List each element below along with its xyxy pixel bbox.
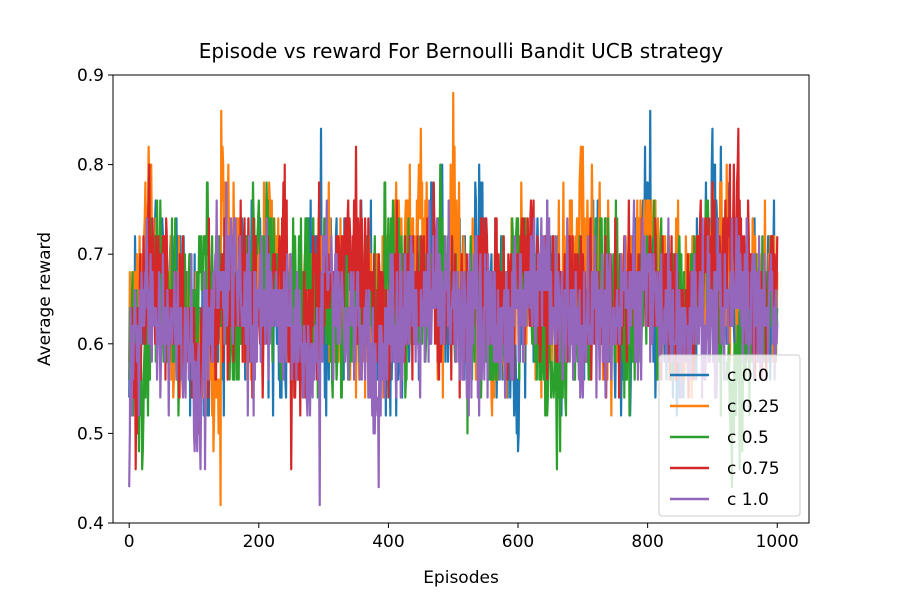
legend: c 0.0 c 0.25 c 0.5 c 0.75 c 1.0 xyxy=(658,354,801,517)
chart-title: Episode vs reward For Bernoulli Bandit U… xyxy=(199,39,724,63)
y-tick-label: 0.5 xyxy=(77,424,104,444)
legend-label: c 0.25 xyxy=(727,397,780,417)
y-tick-label: 0.9 xyxy=(77,66,104,86)
y-tick-label: 0.6 xyxy=(77,335,104,355)
y-tick-label: 0.8 xyxy=(77,156,104,176)
y-tick-label: 0.7 xyxy=(77,245,104,265)
x-tick-label: 0 xyxy=(124,532,135,552)
legend-label: c 1.0 xyxy=(727,490,769,510)
y-axis: 0.4 0.5 0.6 0.7 0.8 0.9 xyxy=(77,66,113,534)
legend-label: c 0.75 xyxy=(727,459,780,479)
y-tick-label: 0.4 xyxy=(77,514,104,534)
x-axis-label: Episodes xyxy=(423,568,499,588)
x-tick-label: 200 xyxy=(243,532,275,552)
x-tick-label: 400 xyxy=(372,532,404,552)
x-tick-label: 800 xyxy=(631,532,663,552)
x-axis: 0 200 400 600 800 1000 xyxy=(124,523,799,552)
x-tick-label: 1000 xyxy=(756,532,799,552)
x-tick-label: 600 xyxy=(502,532,534,552)
series-line xyxy=(128,181,779,507)
y-axis-label: Average reward xyxy=(35,232,55,366)
legend-label: c 0.5 xyxy=(727,428,769,448)
legend-label: c 0.0 xyxy=(727,366,769,386)
legend-box xyxy=(658,354,801,517)
plot-frame xyxy=(112,74,810,524)
